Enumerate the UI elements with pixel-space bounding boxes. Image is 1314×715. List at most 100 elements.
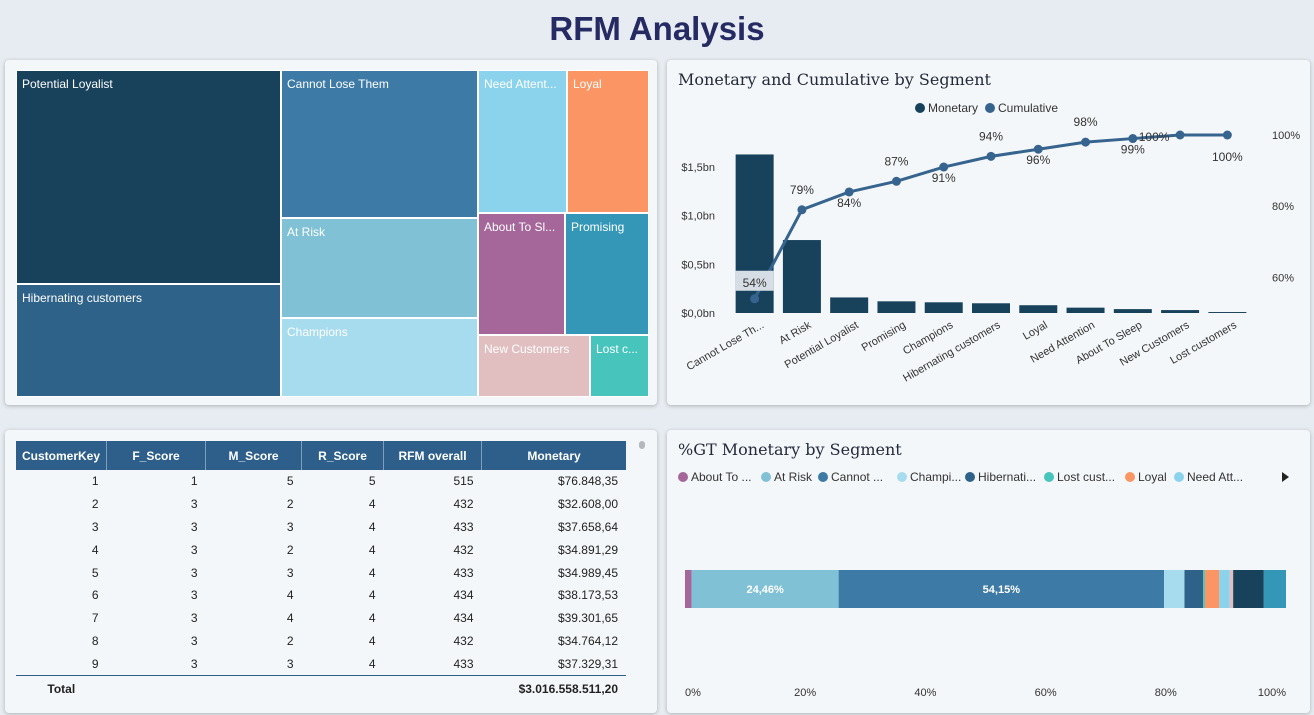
x-tick-label: 60% (1035, 687, 1057, 699)
table-row[interactable]: 9 3 3 4 433 $37.329,31 (16, 652, 626, 675)
segment-lost-customers[interactable] (1203, 570, 1205, 608)
bar-potential-loyalist[interactable] (830, 297, 869, 313)
treemap-cell-about-to-sleep[interactable]: About To Sl... (478, 213, 565, 335)
treemap-cell-hibernating-customers[interactable]: Hibernating customers (16, 284, 281, 397)
treemap-cell-at-risk[interactable]: At Risk (281, 218, 478, 318)
segment-champions[interactable] (1164, 570, 1185, 608)
bar-champions[interactable] (924, 302, 963, 313)
cumulative-data-label: 94% (979, 129, 1003, 143)
cumulative-point[interactable] (1175, 130, 1185, 140)
segment-promising[interactable] (1263, 570, 1286, 608)
legend-item[interactable]: At Risk (761, 470, 812, 484)
cumulative-point[interactable] (1081, 137, 1091, 147)
column-header-customerkey[interactable]: CustomerKey (16, 441, 108, 470)
table-cell: 3 (190, 519, 198, 534)
segment-loyal[interactable] (1204, 570, 1220, 608)
treemap-cell-cannot-lose-them[interactable]: Cannot Lose Them (281, 70, 478, 218)
gt-monetary-card: %GT Monetary by Segment About To ... At R… (667, 430, 1310, 713)
treemap-cell-new-customers[interactable]: New Customers (478, 335, 590, 397)
segment-hibernating-customers[interactable] (1184, 570, 1204, 608)
treemap-cell-label: Hibernating customers (22, 291, 143, 305)
legend-item[interactable]: Need Att... (1174, 470, 1243, 484)
bar-promising[interactable] (877, 301, 916, 313)
table-cell: 5 (286, 474, 294, 489)
cumulative-point[interactable] (797, 205, 807, 215)
table-row[interactable]: 1 1 5 5 515 $76.848,35 (16, 470, 626, 493)
table-cell: 4 (368, 565, 376, 580)
table-row[interactable]: 5 3 3 4 433 $34.989,45 (16, 561, 626, 584)
cumulative-point[interactable] (1128, 134, 1138, 144)
cumulative-point[interactable] (891, 176, 901, 186)
y-axis-left: $0,0bn $0,5bn $1,0bn $1,5bn (681, 162, 715, 320)
legend-next-arrow-icon[interactable] (1281, 471, 1291, 483)
bar-at-risk[interactable] (782, 240, 821, 313)
y-left-tick-label: $0,5bn (681, 259, 715, 271)
cumulative-point[interactable] (750, 294, 760, 304)
legend-item[interactable]: Hibernati... (965, 470, 1036, 484)
bar-about-to-sleep[interactable] (1113, 309, 1152, 313)
segment-at-risk[interactable] (691, 570, 839, 608)
legend-item[interactable]: About To ... (678, 470, 752, 484)
treemap-cell-need-attention[interactable]: Need Attent... (478, 70, 567, 213)
cumulative-point[interactable] (1033, 144, 1043, 154)
treemap-cell-label: Lost c... (596, 342, 639, 356)
column-header-r-score[interactable]: R_Score (301, 441, 385, 470)
bar-new-customers[interactable] (1161, 310, 1200, 313)
treemap-cell-potential-loyalist[interactable]: Potential Loyalist (16, 70, 281, 284)
table-row[interactable]: 6 3 4 4 434 $38.173,53 (16, 584, 626, 607)
column-header-monetary[interactable]: Monetary (481, 441, 626, 470)
column-header-rfm-overall[interactable]: RFM overall (383, 441, 483, 470)
bar-lost-customers[interactable] (1208, 312, 1247, 313)
y-right-tick-label: 60% (1272, 272, 1294, 284)
segment-need-attention[interactable] (1219, 570, 1230, 608)
legend-marker (818, 472, 828, 482)
table-cell: 2 (286, 497, 294, 512)
table-scrollbar[interactable] (639, 441, 645, 449)
segment-about-to-sleep[interactable] (685, 570, 692, 608)
treemap-cell-lost-customers[interactable]: Lost c... (590, 335, 649, 397)
column-header-m-score[interactable]: M_Score (205, 441, 303, 470)
cumulative-point[interactable] (986, 151, 996, 161)
table-cell: 3 (190, 497, 198, 512)
cumulative-point[interactable] (1222, 130, 1232, 140)
table-cell: 433 (453, 656, 474, 671)
legend-item[interactable]: Loyal (1125, 470, 1167, 484)
table-cell: 432 (453, 497, 474, 512)
bar-need-attention[interactable] (1066, 307, 1105, 313)
cumulative-data-label: 99% (1121, 143, 1145, 157)
table-header-row: CustomerKey F_Score M_Score R_Score RFM … (16, 441, 626, 470)
legend-label: At Risk (774, 470, 813, 484)
bar-hibernating-customers[interactable] (972, 303, 1010, 313)
cumulative-point[interactable] (939, 162, 949, 172)
table-row[interactable]: 7 3 4 4 434 $39.301,65 (16, 607, 626, 630)
treemap-cell-promising[interactable]: Promising (565, 213, 649, 335)
table-cell: $32.608,00 (557, 497, 618, 512)
table-row[interactable]: 3 3 3 4 433 $37.658,64 (16, 516, 626, 539)
legend-marker (1174, 472, 1184, 482)
x-tick-label: At Risk (777, 319, 814, 347)
legend-label-monetary: Monetary (928, 101, 978, 115)
treemap-cell-loyal[interactable]: Loyal (567, 70, 649, 213)
y-left-tick-label: $1,0bn (681, 211, 715, 223)
segment-new-customers[interactable] (1229, 570, 1234, 608)
table-row[interactable]: 4 3 2 4 432 $34.891,29 (16, 538, 626, 561)
column-header-f-score[interactable]: F_Score (106, 441, 207, 470)
segment-cannot-lose-them[interactable] (838, 570, 1165, 608)
table-cell: 8 (91, 633, 99, 648)
treemap-card: Potential Loyalist Hibernating customers… (5, 60, 657, 405)
table-row[interactable]: 2 3 2 4 432 $32.608,00 (16, 493, 626, 516)
treemap-cell-champions[interactable]: Champions (281, 318, 478, 397)
bar-loyal[interactable] (1019, 305, 1058, 313)
cumulative-point[interactable] (844, 187, 854, 197)
segment-potential-loyalist[interactable] (1233, 570, 1264, 608)
table-row[interactable]: 8 3 2 4 432 $34.764,12 (16, 630, 626, 653)
table-cell: 3 (190, 656, 198, 671)
rfm-table: CustomerKey F_Score M_Score R_Score RFM … (16, 441, 626, 703)
legend-item[interactable]: Champi... (897, 470, 961, 484)
legend-item[interactable]: Cannot ... (818, 470, 883, 484)
table-cell: 3 (190, 542, 198, 557)
legend-item[interactable]: Lost cust... (1044, 470, 1115, 484)
table-cell: 3 (190, 611, 198, 626)
table-cell: 4 (368, 519, 376, 534)
table-cell: $34.989,45 (557, 565, 618, 580)
